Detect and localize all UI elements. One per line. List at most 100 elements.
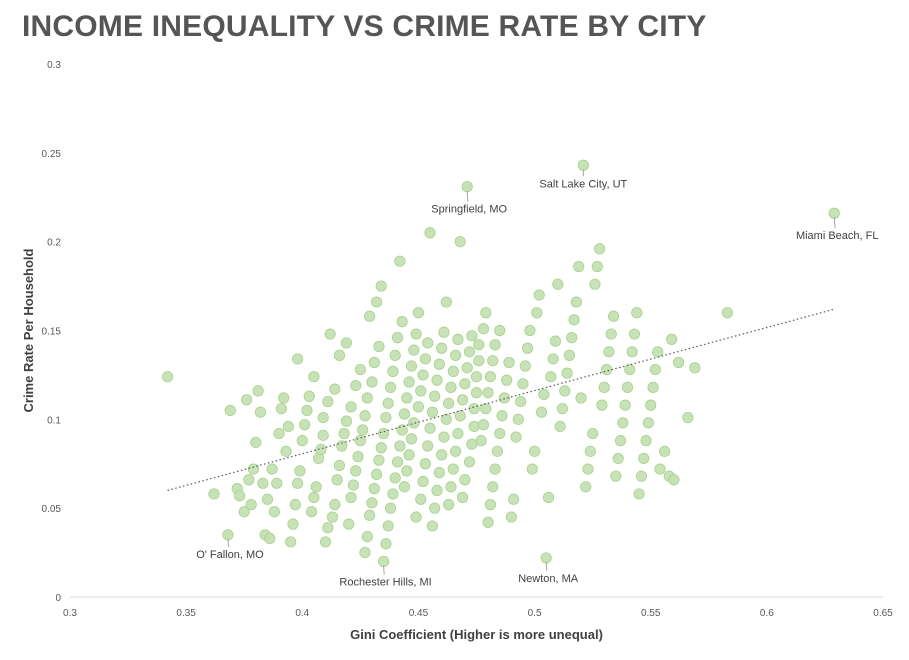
data-point [640,435,652,447]
data-point [382,520,394,532]
data-point [449,349,462,361]
data-point [596,399,608,411]
data-point [426,406,438,418]
data-point [240,394,253,406]
y-ticks: 0 0.05 0.1 0.15 0.2 0.25 0.3 [42,60,62,604]
data-point [317,411,329,424]
data-point [275,403,287,415]
data-point [336,440,348,452]
data-point [345,491,357,504]
data-point [587,427,599,440]
data-point [257,477,269,489]
data-point [512,413,524,425]
y-tick-label: 0.05 [42,504,62,515]
data-point [654,463,666,475]
data-point [589,278,601,290]
data-point [250,436,262,449]
annotation-label: Springfield, MO [431,204,507,216]
x-tick-label: 0.3 [63,608,77,619]
data-point [373,454,385,466]
data-point [649,363,661,376]
data-point [452,333,464,345]
data-point [303,390,315,402]
data-point [440,296,452,308]
data-point [364,310,376,322]
data-point [459,474,471,486]
data-point [443,499,455,511]
data-point [254,406,267,418]
data-point [554,420,566,433]
data-point [285,536,297,548]
data-point [477,323,490,335]
data-point [375,442,387,454]
data-point [556,403,569,415]
data-point [361,530,373,543]
data-point [594,243,606,255]
data-point [387,365,399,377]
data-point [612,452,624,465]
trendline [167,308,835,491]
data-point [405,433,418,445]
data-point [628,328,641,340]
y-tick-label: 0.15 [42,327,62,338]
data-point [552,278,564,290]
data-point [494,427,506,440]
data-point [545,371,557,383]
data-point [247,463,260,475]
data-point [354,363,366,376]
data-point [375,280,387,292]
data-point [828,207,840,219]
data-point [419,353,431,365]
data-point [208,488,220,500]
data-point [401,392,413,404]
data-point [380,411,392,424]
data-point [454,236,466,248]
data-point [224,404,236,417]
data-point [401,465,413,477]
data-point [480,403,492,415]
data-point [659,445,671,457]
data-point [412,401,425,413]
data-point [292,353,304,365]
data-point [666,333,678,345]
data-point [505,511,517,523]
data-point [598,381,610,393]
data-point [415,493,427,505]
data-point [468,403,480,415]
data-point [570,296,582,308]
y-tick-label: 0 [55,593,61,604]
data-point [603,346,615,358]
data-point [415,385,427,397]
data-point [245,499,257,511]
data-point [396,316,408,328]
x-tick-label: 0.45 [409,608,429,619]
data-point [403,449,415,461]
data-point [398,408,411,420]
data-point [563,349,576,361]
data-point [301,404,313,417]
data-point [329,499,341,511]
data-point [540,552,552,564]
data-point [445,381,457,393]
data-point [482,516,494,528]
data-point [391,456,404,468]
data-point [645,399,657,411]
x-ticks: 0.3 0.35 0.4 0.45 0.5 0.55 0.6 0.65 [63,608,893,619]
y-tick-label: 0.1 [47,415,61,426]
data-point [503,356,515,369]
data-point [447,365,459,377]
data-point [449,445,462,457]
data-point [424,227,436,239]
data-point [384,502,397,514]
data-point [412,307,425,319]
data-point [322,522,334,534]
data-point [470,371,483,383]
data-point [475,435,487,447]
data-point [624,363,636,376]
data-point [389,472,401,484]
data-point [452,427,464,440]
data-point [582,463,594,475]
data-point [580,481,592,493]
data-point [635,470,648,482]
